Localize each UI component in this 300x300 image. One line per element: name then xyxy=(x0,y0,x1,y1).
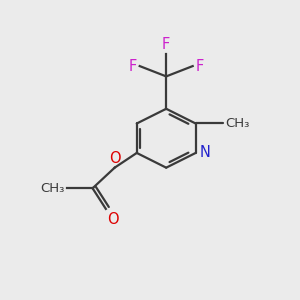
Text: CH₃: CH₃ xyxy=(225,117,250,130)
Text: N: N xyxy=(199,146,210,160)
Text: CH₃: CH₃ xyxy=(40,182,64,195)
Text: O: O xyxy=(107,212,119,227)
Text: F: F xyxy=(128,58,137,74)
Text: F: F xyxy=(196,58,204,74)
Text: F: F xyxy=(162,37,170,52)
Text: O: O xyxy=(109,151,121,166)
